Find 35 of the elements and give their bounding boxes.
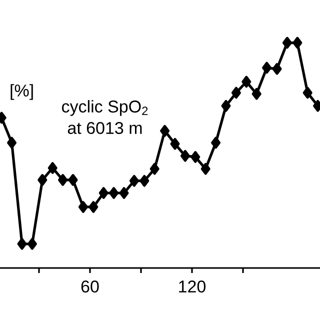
point xyxy=(109,187,119,199)
point xyxy=(58,174,68,186)
point xyxy=(160,124,170,137)
point xyxy=(129,174,139,187)
point xyxy=(68,174,78,186)
x-tick-label: 120 xyxy=(179,280,206,293)
y-axis-title: [%] xyxy=(10,84,33,100)
point xyxy=(98,187,108,199)
point xyxy=(190,151,200,163)
point xyxy=(262,62,272,74)
point xyxy=(170,138,180,150)
point xyxy=(302,86,312,99)
x-tick-label: 60 xyxy=(81,280,99,293)
point xyxy=(48,162,58,174)
annotation: at 6013 m xyxy=(68,122,142,134)
point xyxy=(221,100,231,112)
point xyxy=(150,163,160,175)
point xyxy=(140,174,150,187)
point xyxy=(200,163,210,175)
point xyxy=(242,76,252,88)
point xyxy=(282,36,292,49)
point xyxy=(88,201,98,213)
point xyxy=(38,174,48,186)
point xyxy=(211,136,221,149)
point xyxy=(78,201,88,213)
point xyxy=(27,238,37,250)
point xyxy=(180,150,190,162)
point xyxy=(119,187,129,199)
point xyxy=(292,36,302,49)
point xyxy=(17,238,27,250)
annotation: cyclic SpO$_{2}$ xyxy=(62,100,148,116)
point xyxy=(272,63,282,75)
point xyxy=(252,88,262,100)
point xyxy=(7,136,17,149)
point xyxy=(231,86,241,99)
